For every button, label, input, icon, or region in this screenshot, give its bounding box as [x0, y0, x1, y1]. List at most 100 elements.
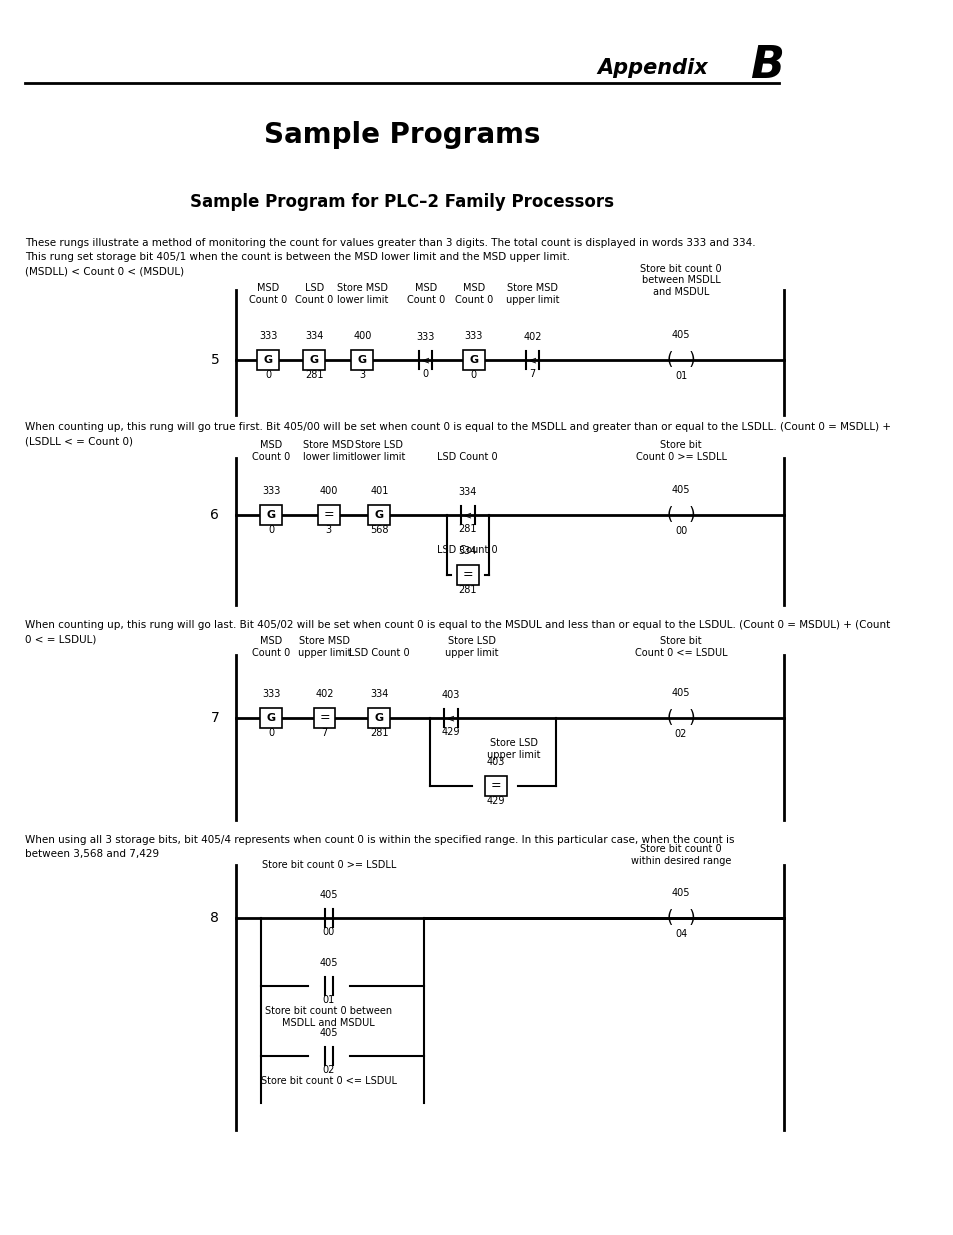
Text: (   ): ( ) — [666, 351, 695, 369]
Text: G: G — [375, 510, 383, 520]
Text: 0 < = LSDUL): 0 < = LSDUL) — [26, 634, 96, 643]
Text: 334: 334 — [458, 546, 476, 556]
Text: 334: 334 — [458, 487, 476, 496]
Text: <: < — [446, 713, 456, 722]
Bar — [256, 350, 278, 370]
Text: 405: 405 — [319, 1028, 337, 1037]
Text: 0: 0 — [265, 370, 271, 380]
Bar — [456, 564, 478, 585]
Bar — [462, 350, 484, 370]
Text: <: < — [463, 510, 472, 520]
Text: 04: 04 — [674, 929, 686, 939]
Text: 00: 00 — [674, 526, 686, 536]
Text: 333: 333 — [262, 689, 280, 699]
Text: LSD Count 0: LSD Count 0 — [437, 452, 497, 462]
Text: Store bit count 0
within desired range: Store bit count 0 within desired range — [630, 845, 730, 866]
Text: (   ): ( ) — [666, 909, 695, 927]
Text: 333: 333 — [464, 331, 482, 341]
Text: 0: 0 — [268, 525, 274, 535]
Text: 6: 6 — [211, 508, 219, 522]
Text: (   ): ( ) — [666, 506, 695, 524]
Text: 333: 333 — [262, 487, 280, 496]
Text: Store MSD
lower limit: Store MSD lower limit — [336, 283, 388, 305]
Text: G: G — [267, 510, 275, 520]
Text: 7: 7 — [321, 727, 327, 739]
Text: 01: 01 — [674, 370, 686, 382]
Bar — [368, 708, 390, 727]
Text: Store MSD
lower limit: Store MSD lower limit — [303, 441, 354, 462]
Text: 281: 281 — [458, 585, 476, 595]
Text: 405: 405 — [319, 890, 337, 900]
Text: This rung set storage bit 405/1 when the count is between the MSD lower limit an: This rung set storage bit 405/1 when the… — [26, 252, 570, 262]
Text: 5: 5 — [211, 353, 219, 367]
Text: 01: 01 — [322, 995, 335, 1005]
Text: 3: 3 — [325, 525, 332, 535]
Text: G: G — [357, 354, 367, 366]
Text: 429: 429 — [441, 727, 459, 737]
Text: Store bit count 0 <= LSDUL: Store bit count 0 <= LSDUL — [260, 1076, 396, 1086]
Text: These rungs illustrate a method of monitoring the count for values greater than : These rungs illustrate a method of monit… — [26, 238, 755, 248]
Text: G: G — [375, 713, 383, 722]
Bar — [317, 505, 339, 525]
Text: MSD
Count 0: MSD Count 0 — [406, 283, 444, 305]
Text: Store bit
Count 0 <= LSDUL: Store bit Count 0 <= LSDUL — [634, 636, 726, 658]
Text: 8: 8 — [211, 911, 219, 925]
Text: LSD
Count 0: LSD Count 0 — [295, 283, 334, 305]
Text: 405: 405 — [319, 958, 337, 968]
Text: When counting up, this rung will go last. Bit 405/02 will be set when count 0 is: When counting up, this rung will go last… — [26, 620, 889, 630]
Text: Store LSD
upper limit: Store LSD upper limit — [487, 739, 540, 760]
Text: 7: 7 — [211, 711, 219, 725]
Text: 403: 403 — [486, 757, 504, 767]
Text: 281: 281 — [370, 727, 388, 739]
Text: When counting up, this rung will go true first. Bit 405/00 will be set when coun: When counting up, this rung will go true… — [26, 422, 890, 432]
Bar — [303, 350, 325, 370]
Text: (   ): ( ) — [666, 709, 695, 727]
Text: (LSDLL < = Count 0): (LSDLL < = Count 0) — [26, 436, 133, 446]
Bar — [260, 505, 282, 525]
Text: Store bit count 0 >= LSDLL: Store bit count 0 >= LSDLL — [261, 860, 395, 869]
Text: 0: 0 — [422, 369, 428, 379]
Text: 281: 281 — [305, 370, 323, 380]
Text: LSD Count 0: LSD Count 0 — [437, 545, 497, 555]
Text: Appendix: Appendix — [597, 58, 707, 78]
Text: Sample Program for PLC–2 Family Processors: Sample Program for PLC–2 Family Processo… — [190, 193, 614, 211]
Text: MSD
Count 0: MSD Count 0 — [252, 636, 291, 658]
Text: Store bit
Count 0 >= LSDLL: Store bit Count 0 >= LSDLL — [635, 441, 726, 462]
Text: 400: 400 — [319, 487, 337, 496]
Text: 7: 7 — [529, 369, 536, 379]
Bar — [484, 776, 506, 797]
Text: Sample Programs: Sample Programs — [264, 121, 539, 149]
Text: 405: 405 — [671, 485, 690, 495]
Text: <: < — [420, 354, 430, 366]
Text: between 3,568 and 7,429: between 3,568 and 7,429 — [26, 848, 159, 860]
Text: MSD
Count 0: MSD Count 0 — [454, 283, 493, 305]
Text: 3: 3 — [359, 370, 365, 380]
Text: Store bit count 0
between MSDLL
and MSDUL: Store bit count 0 between MSDLL and MSDU… — [639, 264, 721, 296]
Text: B: B — [749, 43, 783, 86]
Text: Store MSD
upper limit: Store MSD upper limit — [297, 636, 351, 658]
Text: 00: 00 — [322, 927, 335, 937]
Text: 0: 0 — [470, 370, 476, 380]
Text: 334: 334 — [370, 689, 388, 699]
Text: When using all 3 storage bits, bit 405/4 represents when count 0 is within the s: When using all 3 storage bits, bit 405/4… — [26, 835, 734, 845]
Text: 405: 405 — [671, 888, 690, 898]
Text: 333: 333 — [416, 332, 435, 342]
Text: MSD
Count 0: MSD Count 0 — [249, 283, 287, 305]
Text: <: < — [528, 354, 537, 366]
Text: 568: 568 — [370, 525, 388, 535]
Text: 429: 429 — [486, 797, 504, 806]
Text: Store LSD
lower limit: Store LSD lower limit — [354, 441, 405, 462]
Text: 0: 0 — [268, 727, 274, 739]
Text: 402: 402 — [523, 332, 541, 342]
Bar — [351, 350, 373, 370]
Text: G: G — [469, 354, 477, 366]
Text: 400: 400 — [353, 331, 372, 341]
Text: Store MSD
upper limit: Store MSD upper limit — [505, 283, 558, 305]
Text: MSD
Count 0: MSD Count 0 — [252, 441, 291, 462]
Bar — [314, 708, 335, 727]
Text: 281: 281 — [458, 524, 476, 534]
Text: =: = — [323, 509, 334, 521]
Text: =: = — [319, 711, 330, 725]
Text: LSD Count 0: LSD Count 0 — [349, 648, 409, 658]
Text: 333: 333 — [258, 331, 277, 341]
